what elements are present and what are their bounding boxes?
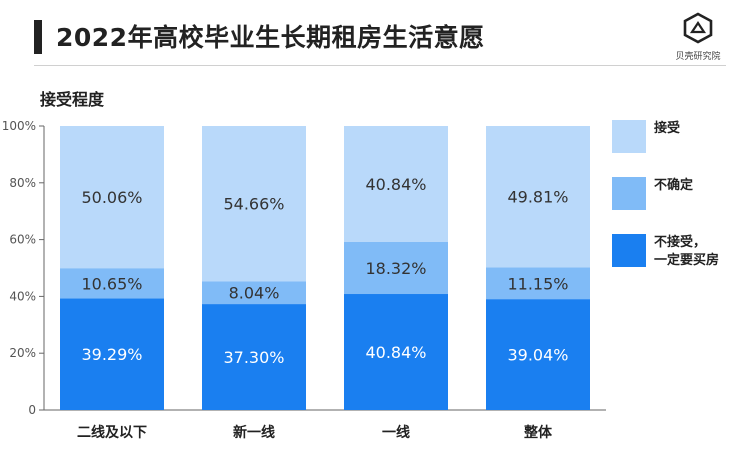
bar-value-label: 10.65% [81, 274, 142, 293]
x-tick-label: 新一线 [233, 424, 275, 441]
bar-segment-accept [344, 126, 448, 242]
legend-label-reject: 不接受， 一定要买房 [654, 235, 720, 268]
legend-swatch-reject [612, 234, 646, 267]
bar-segment-reject [60, 298, 164, 410]
x-tick-label: 二线及以下 [77, 424, 147, 441]
y-tick-label: 20% [9, 346, 36, 360]
y-tick-label: 100% [2, 119, 36, 133]
bar-value-label: 40.84% [365, 175, 426, 194]
legend-label-unsure: 不确定 [654, 178, 694, 193]
brand-logo: 贝壳研究院 [668, 12, 728, 62]
bar-segment-reject [202, 304, 306, 410]
bar-value-label: 40.84% [365, 343, 426, 362]
title-accent-bar [34, 20, 42, 54]
y-tick-label: 40% [9, 289, 36, 303]
bar-segment-unsure [202, 281, 306, 305]
bar-segment-reject [486, 299, 590, 410]
bar-value-label: 39.29% [81, 345, 142, 364]
x-tick-label: 一线 [382, 424, 410, 441]
bar-value-label: 11.15% [507, 274, 568, 293]
bar-segment-accept [202, 126, 306, 282]
shell-logo-icon [683, 12, 713, 44]
legend: 接受 不确定 不接受， 一定要买房 [612, 120, 742, 291]
y-tick-label: 0 [28, 403, 36, 417]
bar-value-label: 8.04% [229, 284, 280, 303]
brand-label: 贝壳研究院 [675, 52, 721, 62]
legend-item-accept: 接受 [612, 120, 742, 177]
legend-swatch-accept [612, 120, 646, 153]
title-divider [34, 65, 726, 66]
chart-subtitle: 接受程度 [40, 90, 105, 109]
bar-value-label: 50.06% [81, 188, 142, 207]
y-tick-label: 80% [9, 176, 36, 190]
legend-item-reject: 不接受， 一定要买房 [612, 234, 742, 291]
bar-value-label: 54.66% [223, 195, 284, 214]
bar-value-label: 39.04% [507, 346, 568, 365]
bar-value-label: 49.81% [507, 188, 568, 207]
x-tick-label: 整体 [523, 424, 553, 441]
legend-swatch-unsure [612, 177, 646, 210]
legend-item-unsure: 不确定 [612, 177, 742, 234]
bar-segment-unsure [486, 267, 590, 300]
bar-segment-accept [60, 126, 164, 269]
bar-value-label: 37.30% [223, 348, 284, 367]
bar-segment-unsure [344, 241, 448, 295]
y-tick-label: 60% [9, 233, 36, 247]
bar-segment-accept [486, 126, 590, 268]
bar-segment-reject [344, 294, 448, 410]
chart-title: 2022年高校毕业生长期租房生活意愿 [56, 23, 485, 52]
legend-label-accept: 接受 [654, 121, 681, 136]
bar-segment-unsure [60, 268, 164, 299]
bar-value-label: 18.32% [365, 259, 426, 278]
